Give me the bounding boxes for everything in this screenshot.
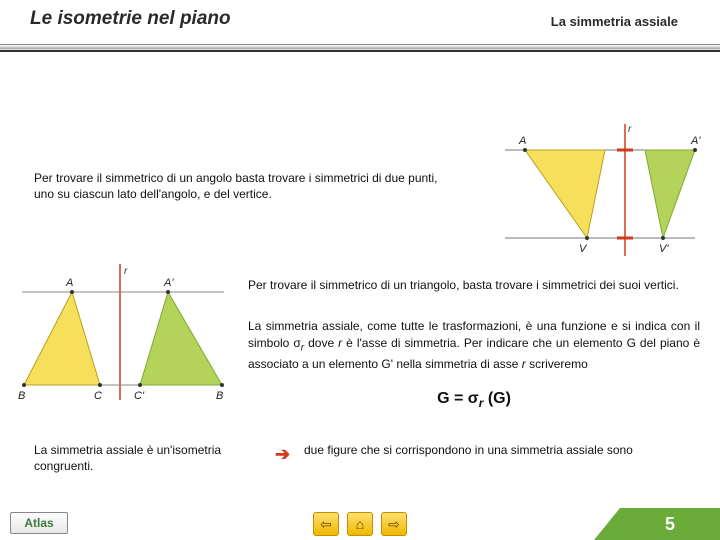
svg-text:V': V' xyxy=(659,243,669,255)
paragraph-isometry-right: due figure che si corrispondono in una s… xyxy=(304,442,704,458)
slide-content: Per trovare il simmetrico di un angolo b… xyxy=(0,60,720,500)
nav-home-button[interactable]: ⌂ xyxy=(347,512,373,536)
page-subtitle: La simmetria assiale xyxy=(551,14,678,29)
svg-text:A': A' xyxy=(163,277,174,289)
text-run: scriveremo xyxy=(526,357,588,371)
publisher-logo: Atlas xyxy=(10,512,68,534)
formula: G = σr (G) xyxy=(248,390,700,410)
svg-text:B: B xyxy=(18,390,25,402)
page-number-badge: 5 xyxy=(594,508,720,540)
formula-left: G = σ xyxy=(437,390,479,407)
nav-prev-button[interactable]: ⇦ xyxy=(313,512,339,536)
svg-text:A': A' xyxy=(690,135,701,147)
nav-buttons: ⇦ ⌂ ⇨ xyxy=(313,512,407,536)
paragraph-triangle: Per trovare il simmetrico di un triangol… xyxy=(248,277,700,293)
paragraph-definition: La simmetria assiale, come tutte le tras… xyxy=(248,318,700,374)
svg-text:A: A xyxy=(518,135,526,147)
paragraph-angle: Per trovare il simmetrico di un angolo b… xyxy=(34,170,454,202)
badge-triangle xyxy=(594,508,620,540)
text-run: dove xyxy=(304,336,338,350)
svg-text:B: B xyxy=(216,390,223,402)
formula-right: (G) xyxy=(483,390,511,407)
slide-header: Le isometrie nel piano La simmetria assi… xyxy=(0,0,720,50)
page-number: 5 xyxy=(620,508,720,540)
svg-text:C': C' xyxy=(134,390,145,402)
svg-text:C: C xyxy=(94,390,102,402)
header-rule xyxy=(0,44,720,52)
slide-footer: Atlas ⇦ ⌂ ⇨ 5 xyxy=(0,504,720,540)
arrow-icon: ➔ xyxy=(275,444,290,465)
diagram-angle-symmetry: r A A' V V' xyxy=(495,120,705,260)
nav-next-button[interactable]: ⇨ xyxy=(381,512,407,536)
diagram-triangle-symmetry: r A A' B C C' B xyxy=(16,260,231,405)
svg-text:A: A xyxy=(65,277,73,289)
paragraph-isometry-left: La simmetria assiale è un'isometria cong… xyxy=(34,442,264,474)
